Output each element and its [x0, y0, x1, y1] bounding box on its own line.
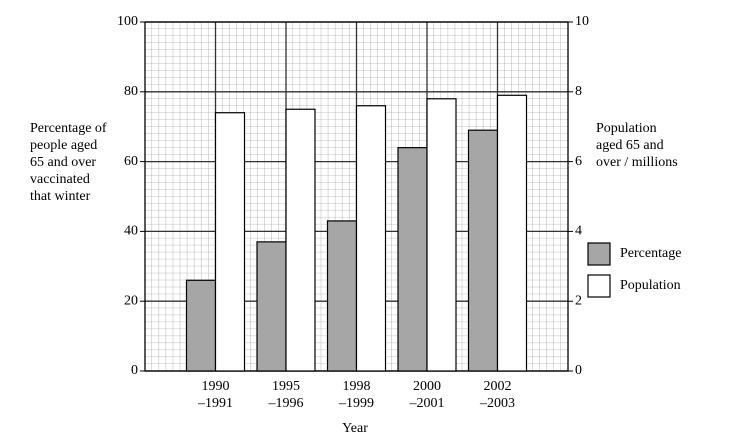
- y2-axis-label: Population aged 65 and over / millions: [596, 121, 678, 170]
- y-tick-label: 0: [131, 363, 138, 378]
- x-tick-label: 1990 –1991: [198, 379, 233, 411]
- x-tick-label: 1998 –1999: [339, 379, 374, 411]
- bar: [397, 147, 428, 372]
- bar: [214, 112, 246, 372]
- y-tick-label: 40: [124, 224, 138, 239]
- bar: [326, 220, 358, 372]
- legend-swatch: [587, 274, 611, 298]
- bar: [256, 241, 287, 372]
- legend-label: Percentage: [620, 246, 681, 261]
- x-axis-label: Year: [342, 421, 368, 436]
- bar: [285, 108, 316, 372]
- x-tick-label: 1995 –1996: [268, 379, 304, 411]
- y2-tick-label: 2: [575, 293, 582, 308]
- y-axis-label: Percentage of people aged 65 and over va…: [30, 121, 107, 204]
- bar: [496, 94, 528, 372]
- bar: [355, 105, 387, 372]
- x-tick-label: 2002 –2003: [480, 379, 515, 411]
- y-tick-label: 20: [124, 293, 138, 308]
- y-tick-label: 100: [117, 14, 138, 29]
- y2-tick-label: 8: [575, 84, 582, 99]
- legend-label: Population: [620, 278, 681, 293]
- bar: [467, 129, 499, 372]
- x-tick-label: 2000 –2001: [409, 379, 445, 411]
- y-tick-label: 60: [124, 154, 138, 169]
- legend-swatch: [587, 242, 611, 266]
- y2-tick-label: 10: [575, 14, 589, 29]
- y2-tick-label: 0: [575, 363, 582, 378]
- y2-tick-label: 4: [575, 224, 582, 239]
- bar: [185, 279, 217, 372]
- bar: [426, 98, 457, 372]
- y2-tick-label: 6: [575, 154, 582, 169]
- y-tick-label: 80: [124, 84, 138, 99]
